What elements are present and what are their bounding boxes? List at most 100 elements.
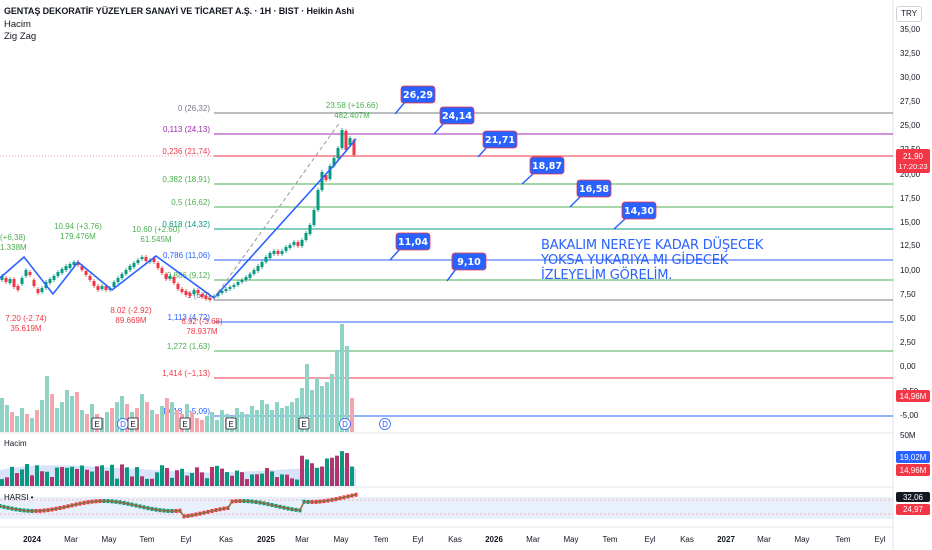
candle-body <box>132 263 136 267</box>
candle-body <box>288 245 292 248</box>
price-axis[interactable]: 35,0032,5030,0027,5025,0022,5020,0017,50… <box>900 25 921 420</box>
volume-pane-bar <box>40 471 44 486</box>
callout-pointer <box>521 172 535 185</box>
time-tick-label: 2025 <box>257 535 275 544</box>
fibonacci-retracement[interactable]: 0 (26,32) 0,113 (24,13) 0,236 (21,74) 0,382… <box>162 104 893 417</box>
zigzag-label-line1: 10.94 (+3.76) <box>54 222 102 231</box>
zigzag-label-line2: 482.407M <box>334 111 370 120</box>
candle-body <box>76 262 80 265</box>
callout-value: 14,30 <box>624 206 654 217</box>
volume-pane-bar <box>350 466 354 486</box>
price-callouts[interactable]: 26,29 24,14 21,71 18,87 16,58 14,30 11,04 9,10 <box>389 85 657 282</box>
volume-bar <box>50 394 54 432</box>
volume-pane-bar <box>245 479 249 486</box>
volume-pane-bar <box>340 451 344 486</box>
zigzag-line <box>0 138 357 300</box>
candle-body <box>312 210 316 225</box>
callout-box[interactable] <box>439 106 475 125</box>
candle-body <box>264 257 268 262</box>
price-tick-label: 17,50 <box>900 194 921 203</box>
candle-body <box>196 290 200 293</box>
volume-bar <box>200 420 204 432</box>
volume-pane-bar <box>115 478 119 486</box>
callout-box[interactable] <box>482 130 518 149</box>
volume-pane-bar <box>300 455 304 486</box>
harsi-badge-1: 32,06 <box>903 493 924 502</box>
price-tick-label: 0,00 <box>900 362 916 371</box>
volume-bar <box>65 390 69 432</box>
pane-scale-label: 50M <box>900 431 916 440</box>
time-tick-label: Eyl <box>412 535 423 544</box>
harsi-rsi-line <box>0 493 357 518</box>
volume-bar <box>310 390 314 432</box>
candle-body <box>12 279 16 287</box>
annotation-note[interactable]: BAKALIM NEREYE KADAR DÜŞECEK YOKSA YUKAR… <box>540 236 764 283</box>
volume-bar <box>125 404 129 432</box>
earnings-marker[interactable] <box>91 417 103 430</box>
callout-value: 11,04 <box>398 237 428 248</box>
volume-bar <box>245 414 249 432</box>
fib-level-label: 1,414 (−1,13) <box>162 369 210 378</box>
earnings-marker[interactable] <box>127 417 139 430</box>
volume-bar <box>340 324 344 432</box>
dividend-marker[interactable] <box>339 418 351 430</box>
earnings-marker[interactable] <box>225 417 237 430</box>
callout-box[interactable] <box>529 156 565 175</box>
volume-pane-bar <box>70 466 74 486</box>
candle-body <box>292 242 296 245</box>
fib-level-label: 1 (6,9) <box>187 291 210 300</box>
indicator-volume[interactable]: Hacim <box>4 19 31 30</box>
candle-body <box>28 272 32 275</box>
volume-pane-bar <box>320 466 324 486</box>
event-marker-label: D <box>120 420 126 429</box>
volume-pane-bar <box>30 475 34 486</box>
price-tick-label: 12,50 <box>900 241 921 250</box>
zigzag-label-line2: 35.619M <box>10 324 41 333</box>
volume-bar <box>300 388 304 432</box>
volume-bar <box>70 396 74 432</box>
earnings-marker[interactable] <box>179 417 191 430</box>
candle-body <box>8 279 12 283</box>
price-tick-label: 15,00 <box>900 218 921 227</box>
zigzag-label-line2: 78.937M <box>186 327 217 336</box>
candle-body <box>352 140 356 155</box>
volume-pane-bar <box>55 467 59 486</box>
callout-box[interactable] <box>400 85 436 104</box>
volume-pane-bar <box>15 473 19 486</box>
callout-box[interactable] <box>395 232 431 251</box>
candle-body <box>128 266 132 270</box>
earnings-marker[interactable] <box>298 417 310 430</box>
volume-badge-value: 14,96M <box>900 392 927 401</box>
candle-body <box>244 277 248 280</box>
volume-pane-bar <box>230 475 234 486</box>
fib-level-label: 0,886 (9,12) <box>167 271 210 280</box>
zigzag-label-line2: 179.476M <box>60 232 96 241</box>
time-axis[interactable]: 2024 Mar May Tem Eyl Kas 2025 Mar May Tem Eyl Kas 20… <box>23 535 886 544</box>
candle-body <box>208 298 212 300</box>
volume-pane-bar <box>315 467 319 486</box>
volume-bar <box>330 374 334 432</box>
volume-pane-bar <box>95 466 99 486</box>
candle-body <box>300 240 304 246</box>
volume-bar <box>280 408 284 432</box>
volume-bar <box>15 416 19 432</box>
candle-body <box>348 138 352 145</box>
price-tick-label: 10,00 <box>900 266 921 275</box>
time-tick-label: Kas <box>448 535 462 544</box>
callout-box[interactable] <box>621 201 657 220</box>
volume-bar <box>235 408 239 432</box>
callout-box[interactable] <box>576 179 612 198</box>
volume-pane-bar <box>335 455 339 486</box>
currency-badge[interactable]: TRY <box>896 6 922 22</box>
volume-bar <box>295 398 299 432</box>
indicator-zigzag[interactable]: Zig Zag <box>4 31 37 42</box>
event-marker-label: E <box>228 420 233 429</box>
dividend-marker[interactable] <box>379 418 391 430</box>
candle-body <box>104 286 108 290</box>
volume-pane-bar <box>120 464 124 486</box>
symbol-title[interactable]: GENTAŞ DEKORATİF YÜZEYLER SANAYİ VE TİCA… <box>4 6 355 16</box>
volume-bar <box>255 410 259 432</box>
callout-box[interactable] <box>451 252 487 271</box>
